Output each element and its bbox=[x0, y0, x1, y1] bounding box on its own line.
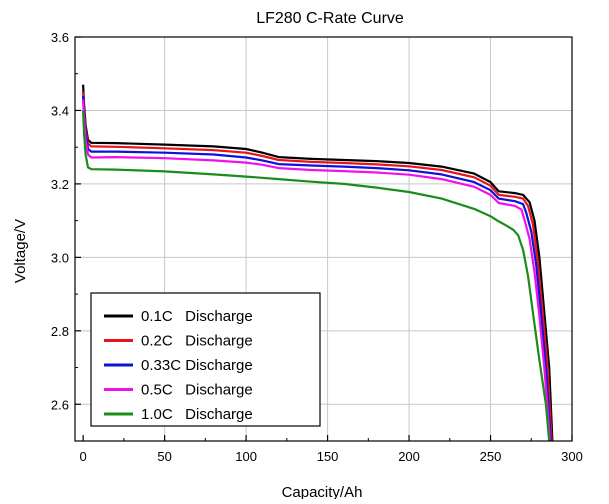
ticks: 0 50 100 150 200 250 300 2.6 2.8 3.0 3.2 3.4 3.6 bbox=[51, 30, 583, 464]
y-tick-label: 3.0 bbox=[51, 250, 69, 265]
x-tick-label: 250 bbox=[480, 449, 502, 464]
y-tick-label: 3.6 bbox=[51, 30, 69, 45]
plot-frame bbox=[74, 36, 573, 442]
y-tick-label: 2.8 bbox=[51, 324, 69, 339]
series-line-3 bbox=[82, 99, 552, 442]
legend-label-0: 0.1C Discharge bbox=[141, 308, 253, 325]
x-tick-label: 300 bbox=[561, 449, 583, 464]
x-tick-label: 0 bbox=[80, 449, 87, 464]
legend: 0.1C Discharge 0.2C Discharge 0.33C Discha… bbox=[90, 292, 321, 427]
x-tick-label: 100 bbox=[235, 449, 257, 464]
x-axis-label: Capacity/Ah bbox=[282, 484, 363, 499]
series-line-0 bbox=[82, 84, 554, 442]
y-tick-label: 3.4 bbox=[51, 103, 69, 118]
y-tick-label: 2.6 bbox=[51, 397, 69, 412]
x-tick-label: 50 bbox=[157, 449, 171, 464]
x-tick-label: 150 bbox=[317, 449, 339, 464]
series-lines bbox=[82, 84, 554, 442]
y-axis-label: Voltage/V bbox=[12, 219, 29, 283]
legend-label-1: 0.2C Discharge bbox=[141, 333, 253, 350]
x-tick-label: 200 bbox=[398, 449, 420, 464]
series-line-4 bbox=[82, 110, 551, 442]
series-line-1 bbox=[82, 92, 553, 442]
series-line-2 bbox=[82, 95, 552, 442]
legend-label-2: 0.33C Discharge bbox=[141, 357, 253, 374]
y-tick-label: 3.2 bbox=[51, 177, 69, 192]
legend-label-4: 1.0C Discharge bbox=[141, 406, 253, 423]
legend-label-3: 0.5C Discharge bbox=[141, 382, 253, 399]
chart-title: LF280 C-Rate Curve bbox=[256, 10, 404, 27]
